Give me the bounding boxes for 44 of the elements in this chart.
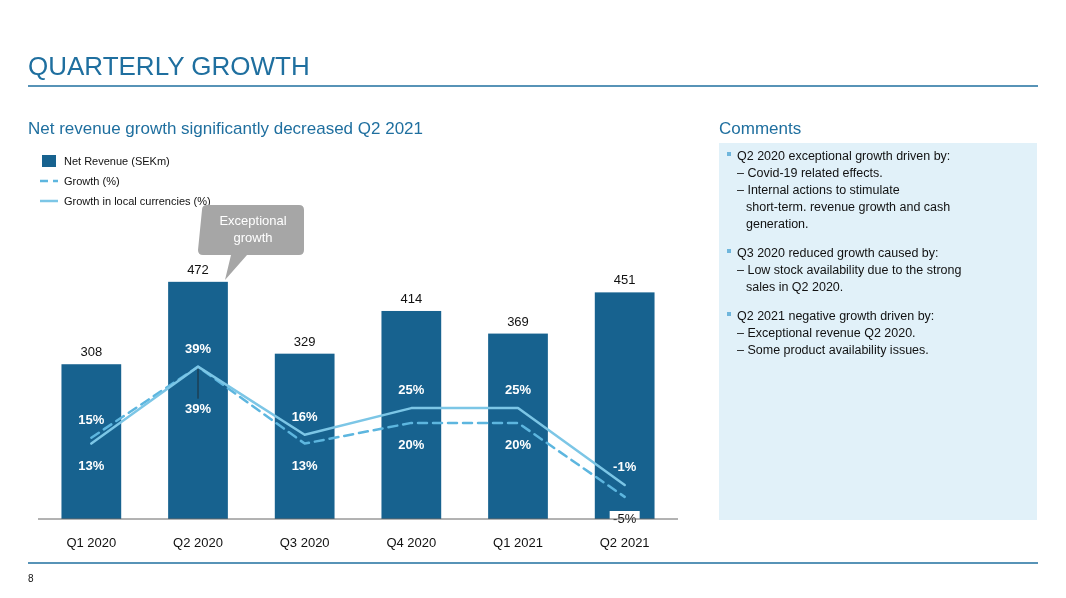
x-tick-label: Q3 2020 [279,535,330,550]
data-label: 39% [184,340,212,356]
bar [381,310,442,519]
data-label: 39% [184,400,212,416]
data-label: 13% [291,457,319,473]
bar [488,333,548,519]
data-label: 15% [78,411,105,427]
text: – Low stock availability due to the strong sales in Q2 2020. [737,263,962,294]
text: Q2 2020 exceptional growth driven by: [737,149,951,163]
data-label: 13% [78,457,105,473]
data-label: -5% [613,511,637,526]
data-label: 20% [398,436,425,452]
legend-label: Net Revenue (SEKm) [64,155,170,167]
bar [61,364,122,519]
data-label: 472 [187,261,209,277]
x-tick-label: Q4 2020 [386,535,437,550]
text: 8 [28,573,34,584]
data-label: 16% [291,408,319,424]
text: Exceptional growth [219,213,287,245]
text: Comments [719,119,802,138]
data-label: 25% [398,382,425,398]
chart-title: QUARTERLY GROWTH [28,51,310,81]
x-tick-label: Q1 2020 [66,535,117,550]
chart-subtitle: Net revenue growth significantly decreased Q2 2021 [28,119,424,138]
data-label: 308 [80,344,103,360]
x-tick-label: Q1 2021 [493,535,543,550]
legend-label: Growth (%) [64,175,120,187]
legend-label: Growth in local currencies (%) [64,195,211,207]
x-tick-label: Q2 2020 [173,535,223,550]
data-label: 414 [400,290,423,306]
data-label: 25% [504,382,532,398]
bar [274,353,335,519]
text: – Exceptional revenue Q2 2020. [737,326,916,340]
text: – Some product availability issues. [737,343,929,357]
text: Q2 2021 negative growth driven by: [737,309,935,323]
data-label: 20% [504,436,532,452]
x-tick-label: Q2 2021 [599,535,650,550]
data-label: 451 [613,272,636,288]
data-label: 369 [507,313,529,329]
text: – Covid-19 related effects. [737,166,883,180]
text: – Internal actions to stimulate short-term. revenue growth and cash generation. [737,183,951,231]
data-label: 329 [293,333,316,349]
text: Q3 2020 reduced growth caused by: [737,246,939,260]
data-label: -1% [613,459,637,475]
